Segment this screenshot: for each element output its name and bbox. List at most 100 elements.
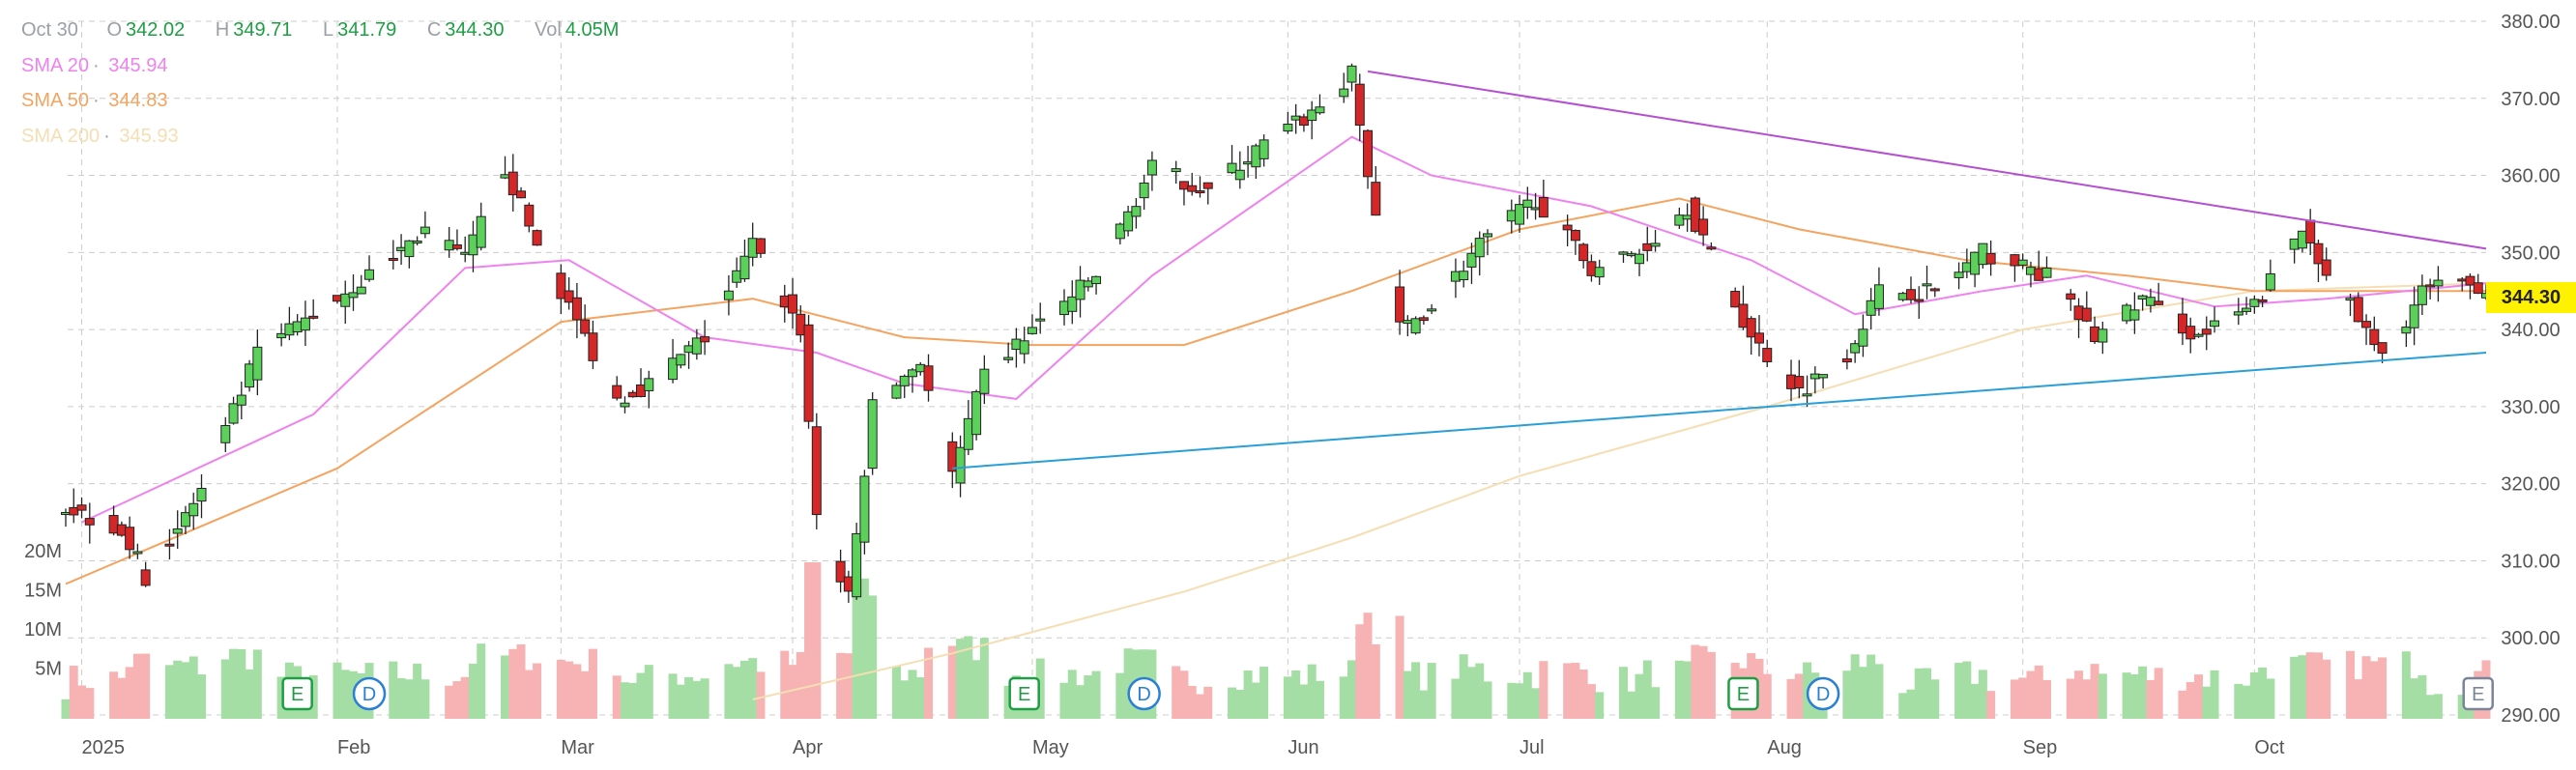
candle-down bbox=[1202, 182, 1213, 189]
volume-bar bbox=[1522, 671, 1532, 719]
earnings-marker-icon bbox=[1008, 676, 1040, 711]
volume-bar bbox=[2154, 668, 2163, 719]
volume-bar bbox=[1091, 670, 1101, 719]
candle-up bbox=[732, 270, 742, 283]
volume-bar bbox=[276, 676, 286, 719]
volume-bar bbox=[2193, 674, 2203, 719]
candle-up bbox=[356, 286, 366, 295]
volume-bar bbox=[588, 648, 597, 719]
candle-down bbox=[84, 518, 95, 526]
volume-bar bbox=[739, 660, 749, 719]
sma20-legend[interactable]: SMA 20 · 345.94 bbox=[21, 55, 168, 76]
candle-down bbox=[571, 297, 582, 321]
volume-bar bbox=[2129, 673, 2139, 719]
candle-up bbox=[396, 246, 407, 251]
volume-bar bbox=[1867, 654, 1876, 719]
volume-bar bbox=[533, 663, 542, 719]
candle-down bbox=[1738, 303, 1749, 328]
candle-up bbox=[2242, 307, 2252, 312]
candle-up bbox=[899, 375, 910, 386]
month-tick-label: Apr bbox=[793, 737, 823, 758]
candle-down bbox=[1298, 116, 1309, 127]
candle-up bbox=[412, 241, 422, 244]
candle-up bbox=[979, 368, 990, 394]
candle-up bbox=[1091, 275, 1102, 285]
high-value: 349.71 bbox=[233, 19, 293, 41]
volume-bar bbox=[1403, 670, 1412, 719]
candle-down bbox=[2090, 326, 2100, 343]
volume-bar bbox=[1842, 670, 1852, 719]
volume-bar bbox=[2138, 666, 2148, 719]
candle-up bbox=[364, 269, 375, 280]
volume-bar bbox=[1563, 663, 1573, 719]
candle-up bbox=[476, 215, 486, 248]
candle-up bbox=[915, 363, 926, 373]
volume-bar bbox=[2369, 661, 2379, 719]
candle-up bbox=[180, 512, 190, 528]
candle-up bbox=[2249, 299, 2260, 307]
candle-up bbox=[1482, 233, 1492, 238]
candle-up bbox=[644, 378, 654, 391]
candle-up bbox=[444, 240, 454, 251]
candle-up bbox=[276, 332, 287, 339]
candle-up bbox=[236, 394, 246, 406]
volume-bar bbox=[1427, 663, 1436, 719]
candle-up bbox=[2433, 279, 2444, 287]
volume-bar bbox=[2082, 679, 2092, 719]
volume-bar bbox=[340, 670, 350, 719]
candle-down bbox=[2465, 275, 2475, 286]
candle-down bbox=[1690, 197, 1700, 232]
volume-bar bbox=[891, 666, 901, 719]
volume-bar bbox=[852, 585, 861, 719]
volume-bar bbox=[1419, 690, 1429, 719]
candle-down bbox=[1698, 218, 1709, 236]
volume-bar bbox=[612, 675, 622, 719]
candle-up bbox=[1802, 393, 1812, 397]
candle-up bbox=[2417, 285, 2427, 305]
sma20-value: 345.94 bbox=[108, 55, 168, 76]
volume-bar bbox=[2266, 678, 2275, 719]
volume-bar bbox=[780, 650, 790, 719]
candle-up bbox=[1682, 214, 1693, 220]
candle-up bbox=[1474, 238, 1485, 258]
price-tick-label: 330.00 bbox=[2501, 397, 2560, 418]
candle-up bbox=[1083, 280, 1093, 288]
candle-down bbox=[1586, 261, 1597, 276]
volume-bar bbox=[2010, 679, 2019, 719]
volume-bar bbox=[1571, 663, 1580, 719]
candle-down bbox=[332, 295, 342, 302]
candle-down bbox=[788, 294, 798, 314]
volume-bar bbox=[2322, 659, 2331, 719]
volume-bar bbox=[1618, 667, 1628, 719]
candle-up bbox=[1027, 327, 1037, 334]
candle-up bbox=[2129, 309, 2140, 321]
volume-bar bbox=[1411, 662, 1421, 719]
candle-up bbox=[1809, 373, 1820, 380]
event-marker-label: E bbox=[2472, 684, 2484, 705]
candle-up bbox=[2289, 238, 2300, 250]
volume-bar bbox=[1315, 680, 1324, 719]
volume-bar bbox=[2185, 681, 2195, 719]
candle-down bbox=[1363, 129, 1374, 178]
candle-down bbox=[1794, 376, 1805, 389]
sma200-legend[interactable]: SMA 200 · 345.93 bbox=[21, 126, 179, 147]
volume-bar bbox=[684, 676, 694, 719]
volume-bar bbox=[868, 595, 878, 719]
volume-bar bbox=[2122, 672, 2131, 719]
volume-bar bbox=[1586, 684, 1596, 719]
volume-bar bbox=[2305, 652, 2315, 719]
volume-bar bbox=[77, 685, 87, 719]
volume-bar bbox=[1515, 683, 1524, 719]
volume-bar bbox=[1299, 684, 1309, 719]
earnings-marker-icon bbox=[1727, 676, 1759, 711]
volume-bar bbox=[1706, 651, 1716, 719]
price-tick-label: 360.00 bbox=[2501, 166, 2560, 187]
candle-up bbox=[1818, 374, 1829, 379]
candle-up bbox=[1522, 199, 1533, 208]
sma50-legend[interactable]: SMA 50 · 344.83 bbox=[21, 90, 168, 111]
volume-bar bbox=[1035, 658, 1045, 719]
low-label: L bbox=[322, 19, 334, 41]
sma20-label: SMA 20 bbox=[21, 55, 90, 76]
price-tick-label: 380.00 bbox=[2501, 12, 2560, 33]
